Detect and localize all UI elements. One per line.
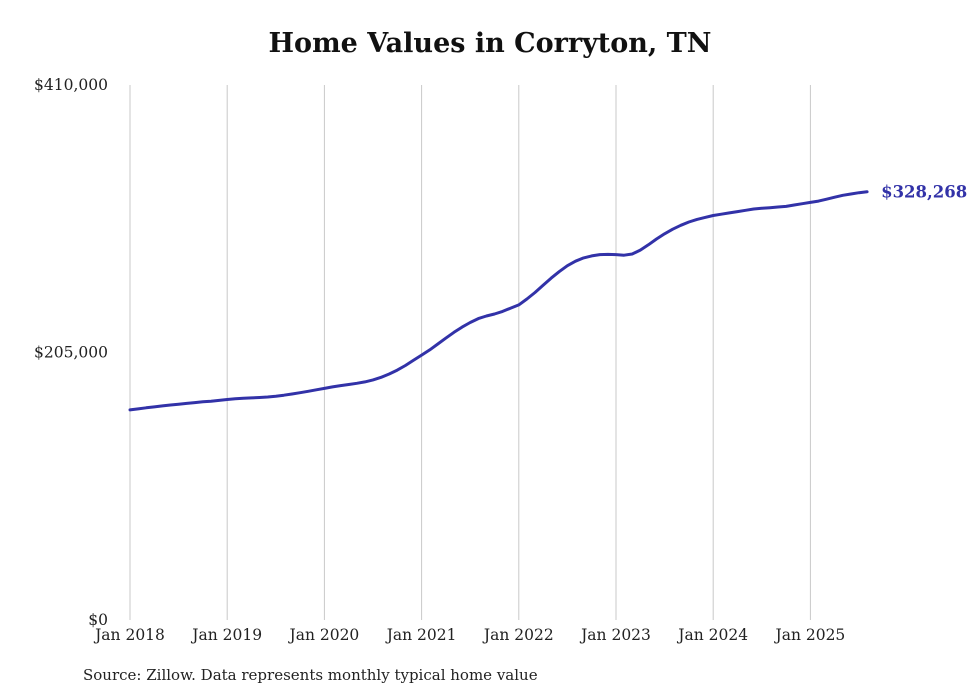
y-axis-tick-label: $205,000	[34, 344, 108, 362]
source-note: Source: Zillow. Data represents monthly …	[83, 666, 538, 684]
y-axis-tick-label: $0	[88, 611, 108, 629]
end-value-label: $328,268	[881, 183, 967, 202]
x-axis-tick-label: Jan 2019	[190, 626, 262, 644]
x-axis-tick-label: Jan 2023	[579, 626, 651, 644]
x-axis-tick-label: Jan 2021	[385, 626, 457, 644]
x-axis-tick-label: Jan 2025	[773, 626, 845, 644]
x-axis-tick-label: Jan 2018	[93, 626, 165, 644]
x-axis-tick-label: Jan 2024	[676, 626, 748, 644]
x-axis-tick-label: Jan 2022	[482, 626, 554, 644]
home-value-line	[128, 190, 869, 412]
x-axis-tick-label: Jan 2020	[287, 626, 359, 644]
chart-title: Home Values in Corryton, TN	[268, 28, 712, 59]
y-axis-tick-label: $410,000	[34, 76, 108, 94]
